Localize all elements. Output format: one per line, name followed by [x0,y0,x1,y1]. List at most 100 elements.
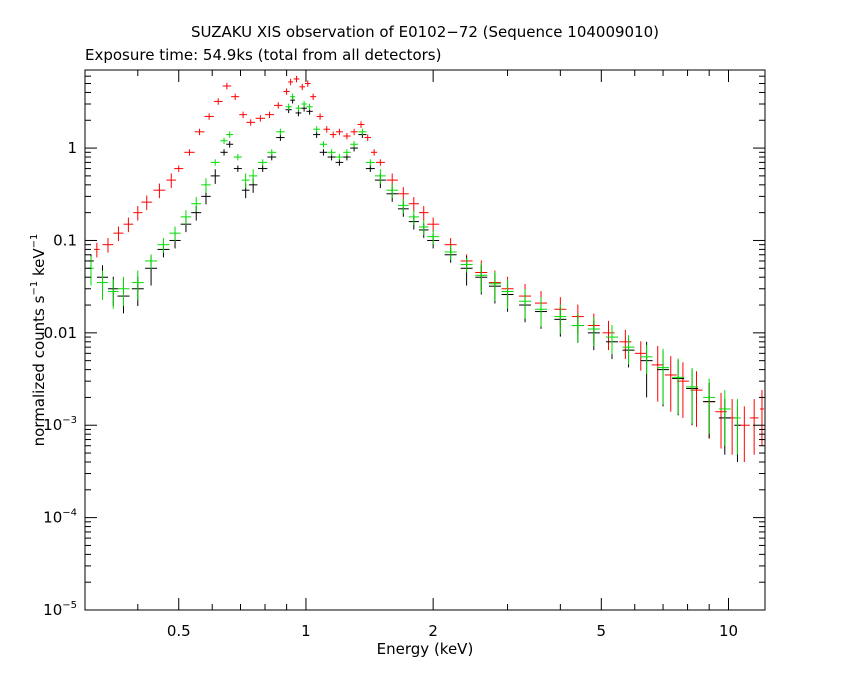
data-point [427,229,440,245]
data-point [180,210,192,225]
y-axis-label-text: normalized counts s [30,295,48,446]
data-point [370,149,378,156]
x-axis-label: Energy (keV) [377,640,474,658]
data-point [323,126,331,133]
data-point [184,149,195,156]
data-point [357,121,365,128]
data-point [343,149,351,156]
y-tick-label: 10−3 [43,415,77,434]
data-point [285,103,292,111]
data-point [301,100,307,108]
data-point [587,316,600,347]
y-axis-label: normalized counts s−1 keV−1 [29,234,48,447]
data-point [141,195,153,211]
data-point [319,149,328,156]
data-point [343,132,351,140]
data-point [166,173,177,189]
data-point [226,131,234,138]
data-point [313,126,321,133]
data-point [204,113,214,120]
series-0 [94,75,764,462]
data-point [501,279,514,309]
data-point [145,254,158,269]
data-point [123,217,134,233]
x-tick-label: 0.5 [167,622,191,640]
data-point [350,128,358,136]
tick-label-layer: 0.5 1 2 5 10 1 0.1 0.01 10−3 10−4 10−5 [43,139,738,640]
data-point [622,335,635,365]
data-point [640,344,653,375]
data-point [554,304,567,334]
data-point [295,105,302,112]
data-point [335,128,343,136]
series-2 [88,93,741,455]
data-point [672,358,685,415]
data-point [131,270,144,300]
data-point [133,206,143,221]
data-point [276,134,285,141]
data-point [408,197,419,212]
data-point [191,197,202,212]
data-point [222,82,232,90]
data-point [397,198,409,214]
plot-frame [84,69,766,611]
data-point [519,289,532,319]
data-point [299,83,306,91]
data-point [535,297,548,327]
data-point [283,88,290,95]
data-point [246,119,256,126]
data-point [365,159,375,166]
data-point [358,128,367,136]
data-point [258,159,268,166]
x-tick-label: 1 [301,622,311,640]
data-point [335,153,344,161]
data-point [96,270,109,300]
x-tick-label: 2 [428,622,438,640]
data-point [651,346,664,402]
data-point [571,313,584,343]
data-point [174,165,184,172]
data-point [676,362,689,418]
data-point [231,93,240,101]
data-point [327,149,336,156]
data-point [117,276,130,307]
data-point [157,238,170,253]
x-tick-label: 5 [597,622,607,640]
data-point [386,183,398,199]
data-point [210,169,220,184]
data-point [258,165,268,172]
data-point [475,263,488,293]
data-point [288,78,294,86]
data-point [102,238,114,253]
y-tick-label: 0.01 [44,324,77,342]
data-point [364,134,371,141]
x-tick-label: 10 [719,622,738,640]
data-point [365,165,375,172]
data-point [108,279,119,309]
data-point [213,98,223,105]
tick-layer [84,69,765,611]
data-point [239,111,247,119]
y-axis-label-exp2: −1 [29,234,40,249]
data-point [316,113,324,120]
data-point [194,128,205,136]
data-point [153,183,166,199]
data-point [619,329,632,360]
data-point [330,131,337,138]
data-point [374,169,386,184]
data-point [201,178,211,193]
y-tick-label: 10−4 [43,508,77,527]
data-point [220,149,228,156]
y-tick-label: 1 [67,139,77,157]
data-point [226,141,234,148]
data-point [210,159,220,166]
data-point [319,141,328,148]
data-point [255,115,266,122]
y-tick-label: 0.1 [53,231,77,249]
data-point [602,320,615,351]
data-point [444,245,457,260]
data-point [310,93,317,101]
y-axis-label-unit: keV [30,248,48,276]
data-point [233,165,242,172]
data-point [273,102,283,109]
